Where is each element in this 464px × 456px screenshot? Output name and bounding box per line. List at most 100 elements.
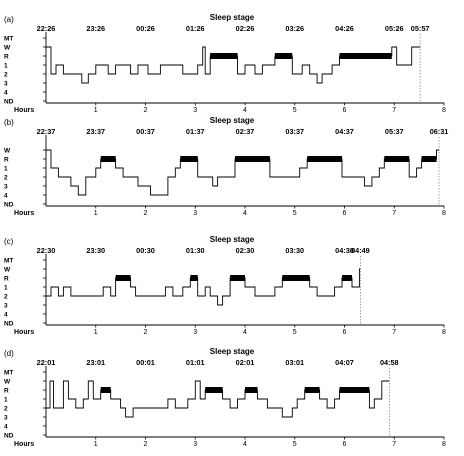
rem-bar [421,156,437,162]
rem-bar [339,53,392,59]
time-label: 00:01 [136,358,155,367]
time-label: 04:49 [351,246,370,255]
stage-label: 3 [4,184,8,191]
hour-tick-label: 1 [94,107,98,114]
stage-label: R [4,276,9,283]
time-label: 04:58 [380,358,399,367]
rem-bar [274,53,293,59]
time-label: 22:37 [37,127,56,136]
panel-label: (b) [4,118,14,127]
hour-tick-label: 2 [144,107,148,114]
stage-label: 2 [4,72,8,79]
time-label: 03:30 [285,246,304,255]
hour-tick-label: 5 [293,441,297,448]
stage-label: 2 [4,175,8,182]
panel-title: Sleep stage [210,347,255,356]
rem-bar [210,53,238,59]
rem-bar [235,156,270,162]
time-label: 00:26 [136,24,155,33]
hour-tick-label: 5 [293,107,297,114]
hour-tick-label: 4 [243,107,247,114]
time-label: 00:30 [136,246,155,255]
stage-label: 3 [4,81,8,88]
hour-tick-label: 8 [442,107,446,114]
panel-label: (d) [4,349,14,358]
panel-label: (c) [4,237,14,246]
hour-tick-label: 8 [442,329,446,336]
time-label: 01:37 [186,127,205,136]
stage-label: MT [4,36,13,43]
time-label: 23:26 [86,24,105,33]
time-label: 04:30 [335,246,354,255]
time-label: 05:26 [385,24,404,33]
rem-bar [282,275,310,281]
stage-label: 4 [4,193,8,200]
hour-tick-label: 7 [392,441,396,448]
hypnogram-trace [46,268,361,306]
hypnogram-trace [46,380,390,418]
time-label: 03:01 [285,358,304,367]
stage-label: MT [4,370,13,377]
rem-bar [100,387,111,393]
time-label: 02:30 [236,246,255,255]
rem-bar [245,387,258,393]
hour-tick-label: 3 [193,441,197,448]
stage-label: 3 [4,303,8,310]
panel-b: (b) Sleep stage 22:37 23:37 00:37 01:37 02:37 0… [4,116,448,217]
hour-tick-label: 6 [343,107,347,114]
hour-tick-label: 3 [193,210,197,217]
time-label: 01:30 [186,246,205,255]
stage-label: 4 [4,424,8,431]
stage-label: 2 [4,406,8,413]
hour-tick-label: 8 [442,441,446,448]
hour-tick-label: 2 [144,441,148,448]
stage-label: 3 [4,415,8,422]
hour-tick-label: 3 [193,107,197,114]
stage-label: W [4,379,11,386]
time-label: 05:37 [385,127,404,136]
hour-tick-label: 5 [293,329,297,336]
time-label: 23:01 [86,358,105,367]
time-label: 02:01 [236,358,255,367]
hour-tick-label: 2 [144,210,148,217]
stage-label: W [4,45,11,52]
stage-label: ND [4,433,14,440]
hour-tick-label: 4 [243,329,247,336]
hour-tick-label: 7 [392,329,396,336]
hypnogram-trace [46,46,421,84]
hour-tick-label: 7 [392,210,396,217]
rem-bar [307,156,343,162]
panel-c: (c) Sleep stage 22:30 23:30 00:30 01:30 02:30 0… [4,235,446,336]
panel-title: Sleep stage [210,235,255,244]
time-label: 05:57 [411,24,430,33]
hour-tick-label: 6 [343,210,347,217]
rem-bar [304,387,320,393]
stage-label: 1 [4,63,8,70]
stage-label: MT [4,258,13,265]
panel-a: (a) Sleep stage 22:26 23:26 00:26 01:26 02:26 0… [4,13,446,114]
hour-tick-label: 2 [144,329,148,336]
time-label: 23:30 [86,246,105,255]
time-label: 23:37 [86,127,105,136]
stage-label: W [4,267,11,274]
panel-label: (a) [4,15,14,24]
hour-tick-label: 6 [343,441,347,448]
hour-tick-label: 8 [442,210,446,217]
stage-label: 4 [4,90,8,97]
x-axis-label: Hours [14,107,34,114]
rem-bar [342,275,352,281]
stage-label: ND [4,99,14,106]
hypnogram-trace [46,149,439,196]
panel-title: Sleep stage [210,13,255,22]
time-label: 02:26 [236,24,255,33]
stage-label: 1 [4,397,8,404]
x-axis-label: Hours [14,329,34,336]
stage-label: 2 [4,294,8,301]
stage-label: 4 [4,312,8,319]
time-label: 22:01 [37,358,56,367]
rem-bar [384,156,410,162]
rem-bar [180,156,198,162]
stage-label: R [4,54,9,61]
stage-label: R [4,388,9,395]
stage-label: 1 [4,285,8,292]
